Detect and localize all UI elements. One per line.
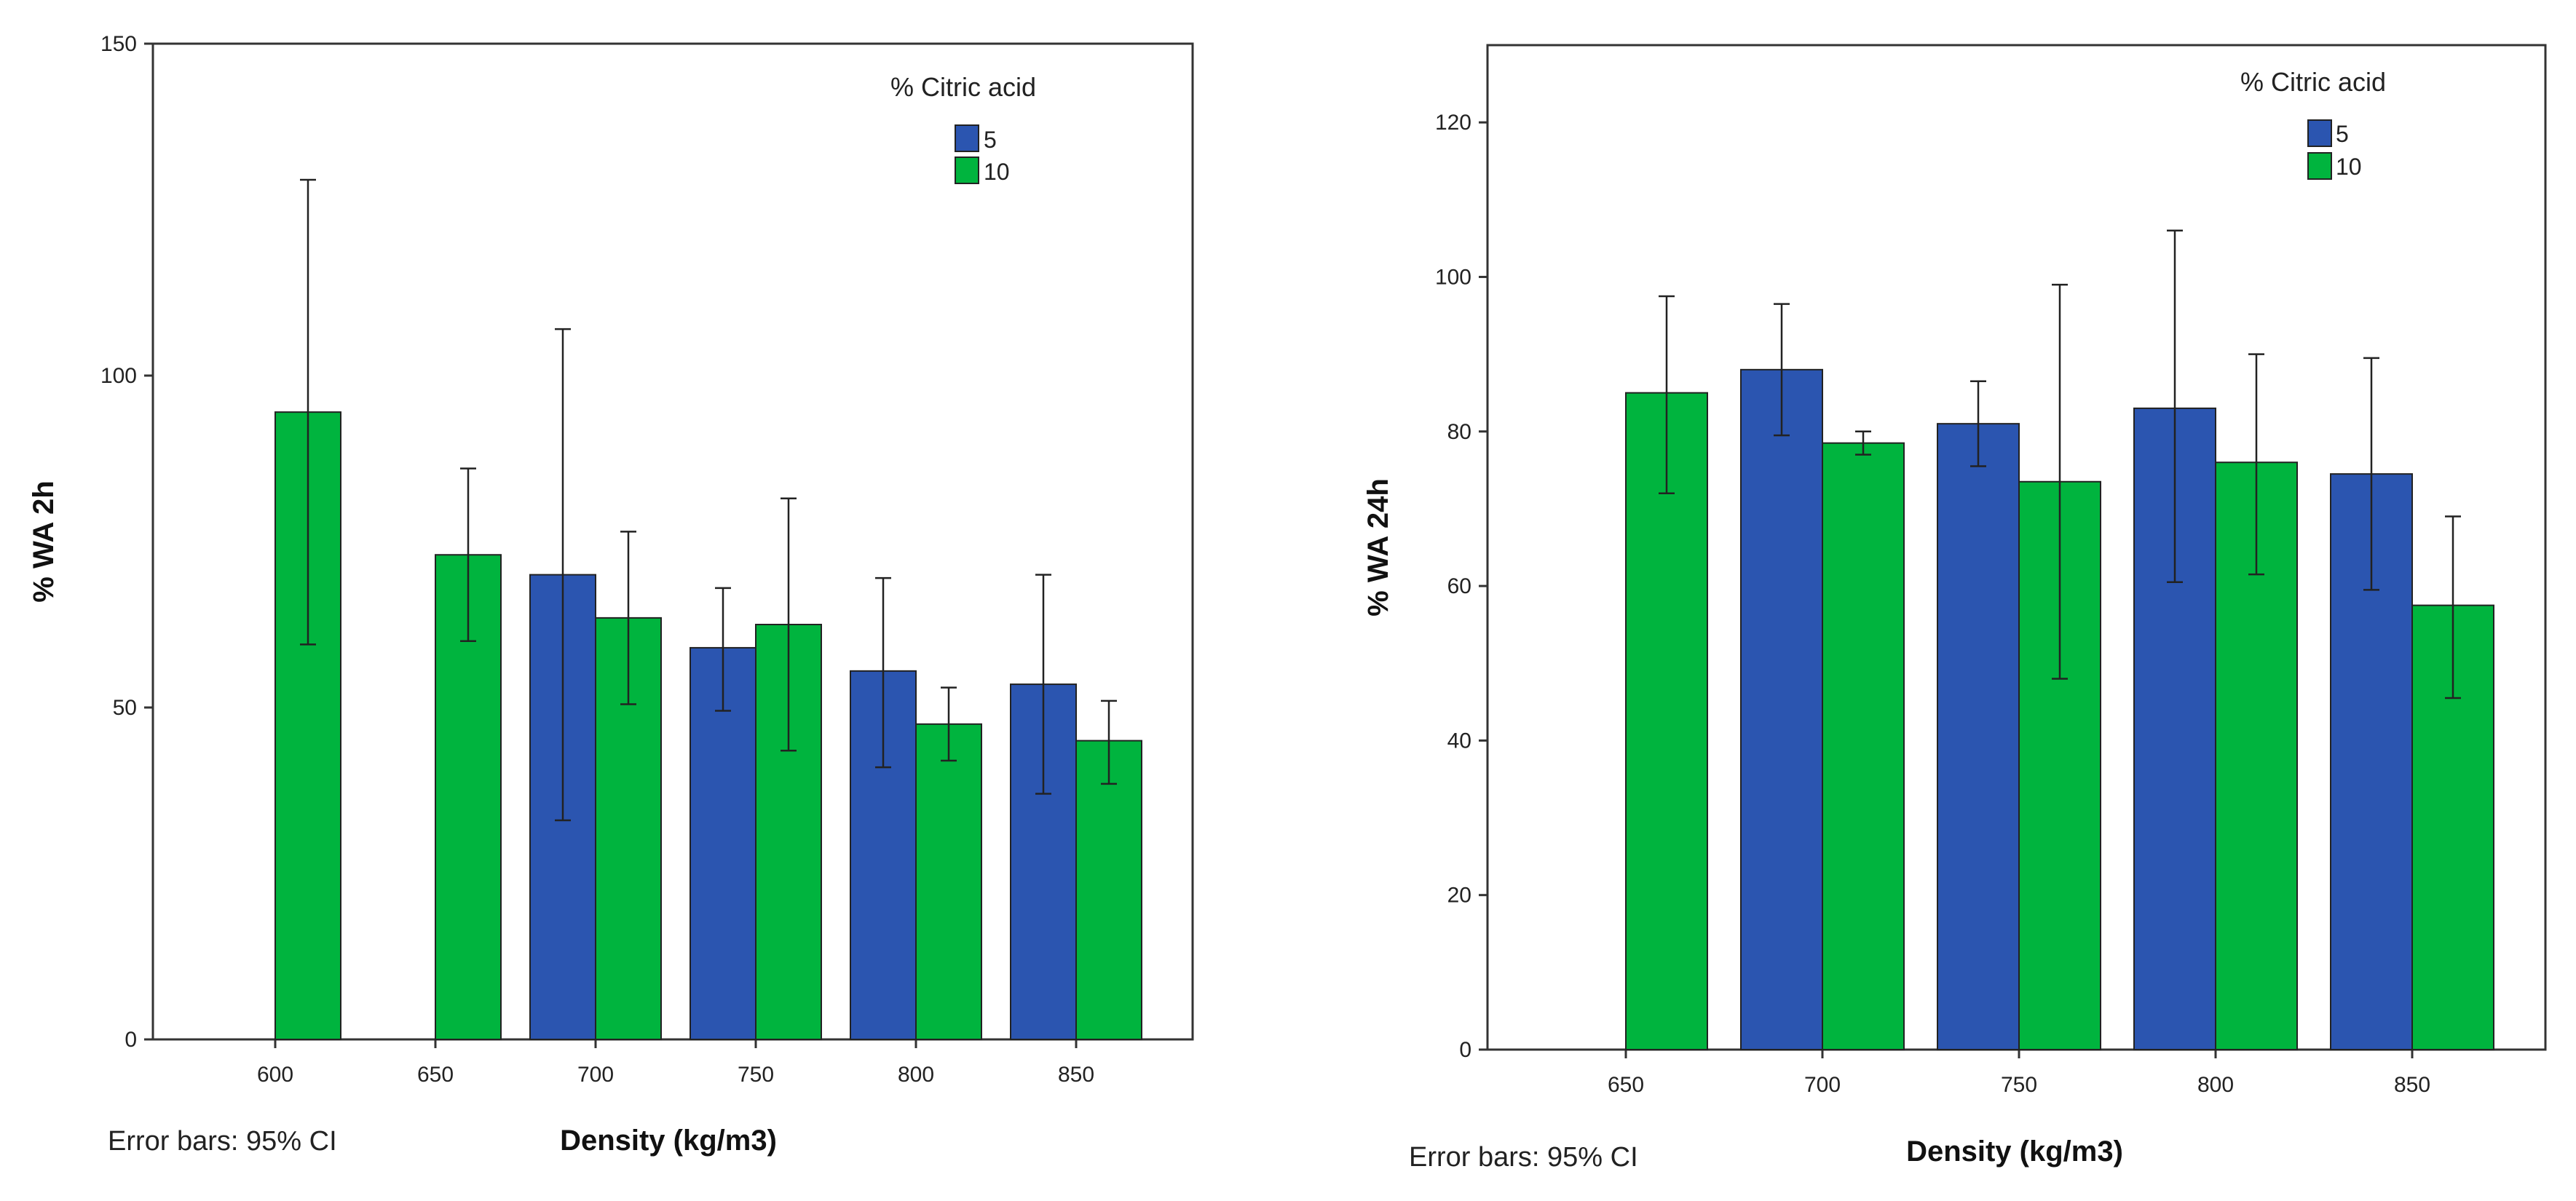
chart-24h-y-tick-label: 0 [1459, 1038, 1471, 1062]
chart-24h-x-tick-label: 650 [1608, 1073, 1644, 1097]
chart-24h-legend-label-5: 5 [2336, 121, 2349, 147]
chart-24h-y-tick-label: 40 [1447, 729, 1471, 753]
chart-24h-legend-swatch-10 [2307, 152, 2332, 180]
chart-2h-x-tick-label: 650 [417, 1063, 454, 1087]
chart-24h-error-bar-10-850 [2445, 515, 2461, 699]
chart-2h-error-bar-10-800 [941, 686, 957, 762]
chart-2h-legend-label-10: 10 [984, 159, 1010, 185]
chart-2h-x-tick-label: 850 [1058, 1063, 1094, 1087]
chart-24h-y-tick-label: 80 [1447, 420, 1471, 444]
chart-2h-plot-frame [151, 42, 1194, 1041]
chart-2h: 0 50 100 150 600 650 700 750 800 850 % WA 2h Dens… [28, 32, 1194, 1157]
chart-24h-error-bar-10-700 [1855, 430, 1871, 456]
chart-24h-x-tick-label: 750 [2001, 1073, 2037, 1097]
chart-24h-legend-title: % Citric acid [2240, 67, 2386, 97]
chart-24h-error-bar-10-800 [2248, 353, 2264, 576]
chart-24h-error-bar-10-650 [1659, 295, 1675, 494]
chart-24h-x-tick-label: 700 [1804, 1073, 1841, 1097]
chart-24h-y-tick-label: 120 [1435, 111, 1471, 135]
chart-24h-x-tick-label: 800 [2197, 1073, 2234, 1097]
chart-2h-error-bar-5-750 [715, 587, 731, 712]
chart-2h-x-tick-label: 700 [577, 1063, 614, 1087]
chart-2h-error-bar-10-850 [1101, 699, 1117, 785]
chart-24h-x-tick-label: 850 [2394, 1073, 2430, 1097]
chart-2h-error-bar-5-700 [555, 328, 571, 822]
chart-2h-y-axis-title: % WA 2h [28, 480, 60, 602]
chart-2h-x-tick-label: 800 [898, 1063, 934, 1087]
chart-2h-bar-5-750 [690, 646, 756, 1040]
chart-24h-y-tick-label: 60 [1447, 574, 1471, 598]
chart-24h-error-bar-5-850 [2363, 357, 2379, 591]
chart-24h-x-axis-title: Density (kg/m3) [1906, 1135, 2123, 1168]
chart-24h-y-axis-title: % WA 24h [1362, 478, 1394, 617]
chart-2h-x-tick-label: 600 [257, 1063, 293, 1087]
chart-2h-y-tick-label: 150 [100, 32, 137, 56]
chart-24h-bar-5-700 [1740, 368, 1823, 1051]
chart-2h-error-bar-5-800 [875, 576, 891, 769]
chart-2h-error-bar-note: Error bars: 95% CI [108, 1126, 337, 1157]
chart-24h-legend-label-10: 10 [2336, 154, 2362, 180]
chart-2h-x-axis-title: Density (kg/m3) [560, 1125, 777, 1157]
chart-24h-error-bar-5-800 [2167, 229, 2183, 584]
chart-24h-y-tick-label: 100 [1435, 265, 1471, 289]
chart-2h-error-bar-5-850 [1035, 574, 1051, 795]
chart-24h-bar-5-750 [1937, 423, 2020, 1050]
chart-2h-y-tick-label: 50 [113, 696, 137, 720]
chart-24h-bar-10-650 [1625, 392, 1708, 1050]
chart-2h-error-bar-10-650 [460, 467, 476, 643]
chart-24h-y-tick-label: 20 [1447, 884, 1471, 908]
chart-2h-legend-swatch-5 [955, 124, 979, 152]
chart-2h-legend-title: % Citric acid [890, 72, 1036, 102]
chart-2h-bar-10-800 [915, 723, 982, 1040]
chart-2h-error-bar-10-750 [781, 497, 797, 752]
chart-2h-legend-swatch-10 [955, 156, 979, 184]
chart-24h-bar-10-700 [1822, 442, 1905, 1050]
chart-2h-error-bar-10-700 [620, 531, 636, 705]
chart-2h-y-tick-label: 0 [125, 1028, 137, 1052]
chart-2h-legend-label-5: 5 [984, 127, 997, 153]
chart-24h-error-bar-5-750 [1970, 380, 1986, 467]
chart-2h-error-bar-10-600 [300, 178, 316, 646]
chart-2h-x-tick-label: 750 [738, 1063, 774, 1087]
chart-24h-error-bar-10-750 [2052, 283, 2068, 680]
chart-24h-error-bar-note: Error bars: 95% CI [1409, 1142, 1638, 1173]
chart-2h-y-tick-label: 100 [100, 364, 137, 388]
chart-24h-error-bar-5-700 [1774, 303, 1790, 437]
chart-24h-legend-swatch-5 [2307, 119, 2332, 147]
chart-2h-bar-10-850 [1075, 740, 1142, 1040]
